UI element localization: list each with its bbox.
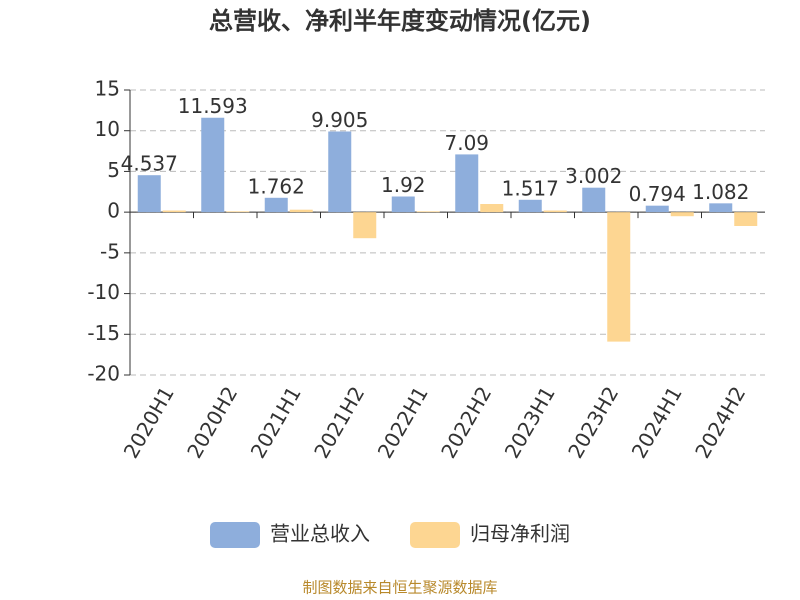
bar (137, 175, 161, 213)
y-tick-label: -20 (87, 362, 120, 386)
bar (709, 203, 733, 213)
x-tick-label: 2022H1 (373, 382, 433, 462)
x-tick-label: 2024H2 (690, 382, 750, 462)
y-tick-label: 10 (95, 117, 120, 141)
bar (543, 210, 567, 213)
bar (289, 209, 313, 213)
y-tick-label: 15 (95, 77, 120, 101)
y-tick-label: -10 (87, 280, 120, 304)
bar (480, 204, 504, 213)
bar (226, 211, 250, 213)
x-tick-label: 2020H1 (119, 382, 179, 462)
legend-label: 营业总收入 (270, 522, 370, 546)
data-label: 4.537 (121, 152, 178, 176)
x-tick-label: 2023H2 (563, 382, 623, 462)
chart-title: 总营收、净利半年度变动情况(亿元) (209, 7, 591, 35)
y-tick-label: -15 (87, 321, 120, 345)
data-label: 1.517 (502, 176, 559, 200)
bar (162, 210, 186, 213)
y-tick-label: 0 (107, 199, 120, 223)
bar (455, 154, 479, 213)
data-label: 9.905 (311, 108, 368, 132)
bar (201, 117, 225, 213)
x-tick-label: 2024H1 (627, 382, 687, 462)
x-tick-label: 2022H2 (436, 382, 496, 462)
bar (518, 199, 542, 213)
x-tick-label: 2023H1 (500, 382, 560, 462)
bar (264, 197, 288, 213)
bar (416, 211, 440, 213)
source-note: 制图数据来自恒生聚源数据库 (302, 579, 497, 597)
x-tick-label: 2020H2 (182, 382, 242, 462)
bar (670, 212, 694, 217)
bar (328, 131, 352, 213)
data-label: 11.593 (178, 94, 248, 118)
data-label: 7.09 (444, 131, 489, 155)
x-tick-label: 2021H1 (246, 382, 306, 462)
legend-label: 归母净利润 (470, 522, 570, 546)
bar (391, 196, 415, 213)
data-label: 3.002 (565, 164, 622, 188)
bar (607, 212, 631, 342)
bar (582, 187, 606, 213)
y-tick-label: -5 (100, 239, 120, 263)
bar (645, 205, 669, 213)
data-label: 1.92 (381, 173, 426, 197)
data-label: 1.082 (692, 180, 749, 204)
legend-swatch (410, 522, 460, 548)
data-label: 1.762 (248, 174, 305, 198)
bar (353, 212, 377, 239)
y-tick-label: 5 (107, 158, 120, 182)
x-tick-label: 2021H2 (309, 382, 369, 462)
data-label: 0.794 (629, 182, 686, 206)
legend-swatch (210, 522, 260, 548)
bar (734, 212, 758, 226)
